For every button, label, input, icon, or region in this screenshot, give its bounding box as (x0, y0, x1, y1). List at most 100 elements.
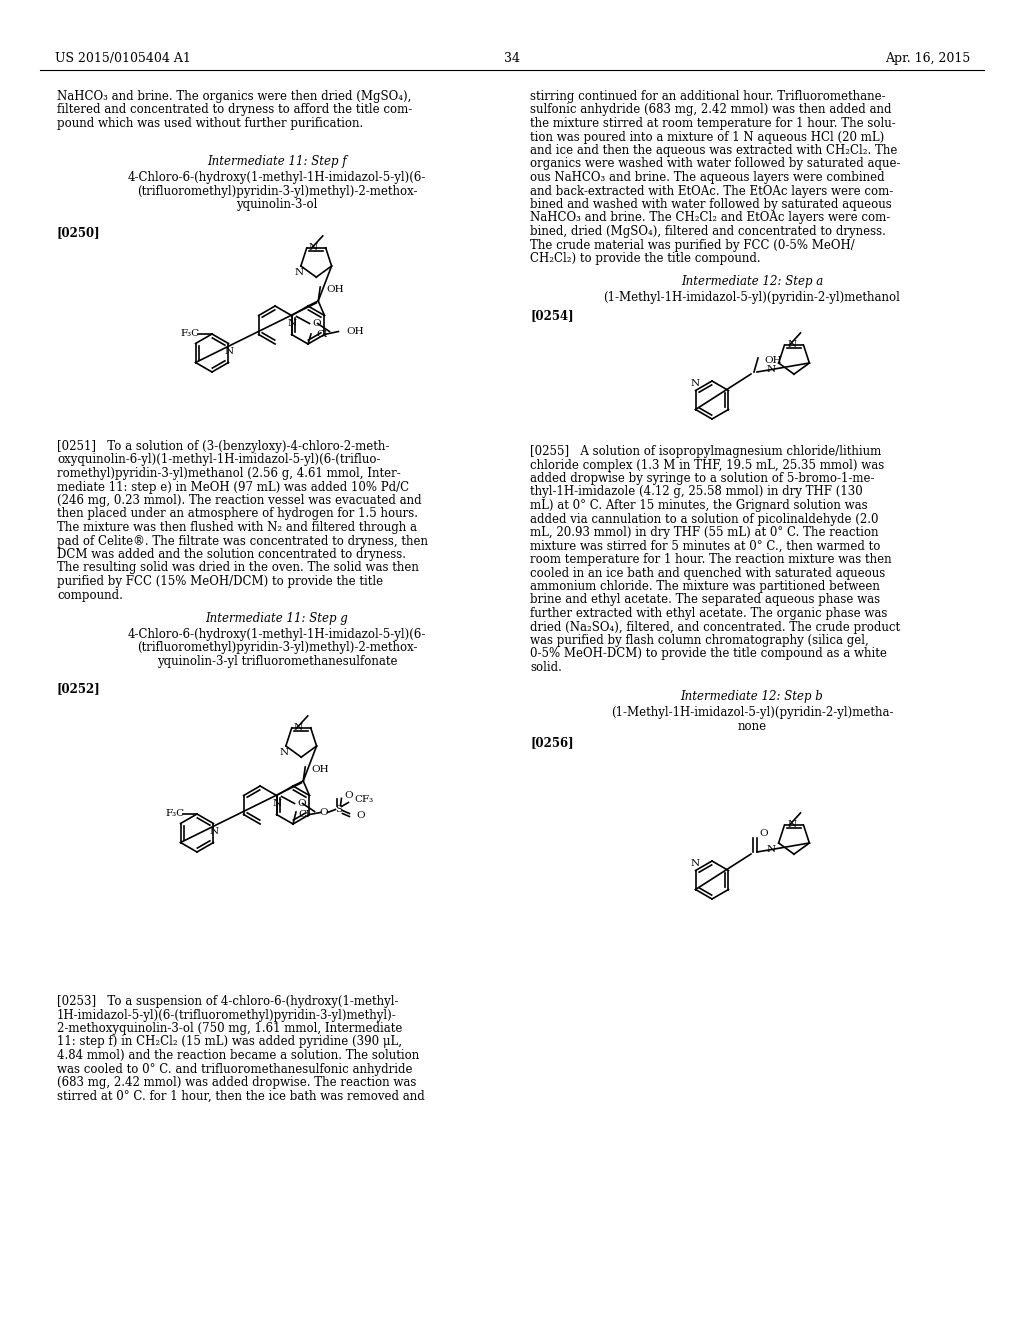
Text: N: N (767, 366, 775, 374)
Text: room temperature for 1 hour. The reaction mixture was then: room temperature for 1 hour. The reactio… (530, 553, 892, 566)
Text: O: O (344, 791, 353, 800)
Text: N: N (210, 826, 219, 836)
Text: N: N (294, 268, 303, 277)
Text: further extracted with ethyl acetate. The organic phase was: further extracted with ethyl acetate. Th… (530, 607, 888, 620)
Text: ammonium chloride. The mixture was partitioned between: ammonium chloride. The mixture was parti… (530, 579, 880, 593)
Text: N: N (767, 845, 775, 854)
Text: OH: OH (327, 285, 344, 294)
Text: then placed under an atmosphere of hydrogen for 1.5 hours.: then placed under an atmosphere of hydro… (57, 507, 418, 520)
Text: O: O (319, 808, 328, 817)
Text: Intermediate 12: Step a: Intermediate 12: Step a (681, 275, 823, 288)
Text: O: O (312, 319, 322, 327)
Text: added dropwise by syringe to a solution of 5-bromo-1-me-: added dropwise by syringe to a solution … (530, 473, 874, 484)
Text: 4.84 mmol) and the reaction became a solution. The solution: 4.84 mmol) and the reaction became a sol… (57, 1049, 419, 1063)
Text: (trifluoromethyl)pyridin-3-yl)methyl)-2-methox-: (trifluoromethyl)pyridin-3-yl)methyl)-2-… (137, 642, 417, 655)
Text: N: N (691, 379, 700, 388)
Text: and back-extracted with EtOAc. The EtOAc layers were com-: and back-extracted with EtOAc. The EtOAc… (530, 185, 893, 198)
Text: stirring continued for an additional hour. Trifluoromethane-: stirring continued for an additional hou… (530, 90, 886, 103)
Text: The mixture was then flushed with N₂ and filtered through a: The mixture was then flushed with N₂ and… (57, 521, 417, 535)
Text: [0253]   To a suspension of 4-chloro-6-(hydroxy(1-methyl-: [0253] To a suspension of 4-chloro-6-(hy… (57, 995, 398, 1008)
Text: 1H-imidazol-5-yl)(6-(trifluoromethyl)pyridin-3-yl)methyl)-: 1H-imidazol-5-yl)(6-(trifluoromethyl)pyr… (57, 1008, 396, 1022)
Text: mL) at 0° C. After 15 minutes, the Grignard solution was: mL) at 0° C. After 15 minutes, the Grign… (530, 499, 867, 512)
Text: was cooled to 0° C. and trifluoromethanesulfonic anhydride: was cooled to 0° C. and trifluoromethane… (57, 1063, 413, 1076)
Text: sulfonic anhydride (683 mg, 2.42 mmol) was then added and: sulfonic anhydride (683 mg, 2.42 mmol) w… (530, 103, 892, 116)
Text: The resulting solid was dried in the oven. The solid was then: The resulting solid was dried in the ove… (57, 561, 419, 574)
Text: CF₃: CF₃ (354, 795, 374, 804)
Text: OH: OH (346, 327, 365, 337)
Text: [0251]   To a solution of (3-(benzyloxy)-4-chloro-2-meth-: [0251] To a solution of (3-(benzyloxy)-4… (57, 440, 389, 453)
Text: [0250]: [0250] (57, 226, 100, 239)
Text: S: S (335, 805, 342, 814)
Text: pad of Celite®. The filtrate was concentrated to dryness, then: pad of Celite®. The filtrate was concent… (57, 535, 428, 548)
Text: Cl: Cl (316, 330, 328, 339)
Text: N: N (280, 748, 289, 756)
Text: (trifluoromethyl)pyridin-3-yl)methyl)-2-methox-: (trifluoromethyl)pyridin-3-yl)methyl)-2-… (137, 185, 417, 198)
Text: N: N (787, 341, 797, 350)
Text: N: N (294, 723, 303, 733)
Text: 2-methoxyquinolin-3-ol (750 mg, 1.61 mmol, Intermediate: 2-methoxyquinolin-3-ol (750 mg, 1.61 mmo… (57, 1022, 402, 1035)
Text: romethyl)pyridin-3-yl)methanol (2.56 g, 4.61 mmol, Inter-: romethyl)pyridin-3-yl)methanol (2.56 g, … (57, 467, 400, 480)
Text: filtered and concentrated to dryness to afford the title com-: filtered and concentrated to dryness to … (57, 103, 413, 116)
Text: 34: 34 (504, 51, 520, 65)
Text: N: N (691, 858, 700, 867)
Text: NaHCO₃ and brine. The organics were then dried (MgSO₄),: NaHCO₃ and brine. The organics were then… (57, 90, 412, 103)
Text: The crude material was purified by FCC (0-5% MeOH/: The crude material was purified by FCC (… (530, 239, 855, 252)
Text: cooled in an ice bath and quenched with saturated aqueous: cooled in an ice bath and quenched with … (530, 566, 886, 579)
Text: O: O (356, 810, 366, 820)
Text: oxyquinolin-6-yl)(1-methyl-1H-imidazol-5-yl)(6-(trifluo-: oxyquinolin-6-yl)(1-methyl-1H-imidazol-5… (57, 454, 381, 466)
Text: Intermediate 11: Step g: Intermediate 11: Step g (206, 612, 348, 624)
Text: organics were washed with water followed by saturated aque-: organics were washed with water followed… (530, 157, 900, 170)
Text: yquinolin-3-ol: yquinolin-3-ol (237, 198, 317, 211)
Text: N: N (787, 821, 797, 829)
Text: O: O (298, 799, 306, 808)
Text: Apr. 16, 2015: Apr. 16, 2015 (885, 51, 970, 65)
Text: OH: OH (764, 356, 781, 366)
Text: purified by FCC (15% MeOH/DCM) to provide the title: purified by FCC (15% MeOH/DCM) to provid… (57, 576, 383, 587)
Text: US 2015/0105404 A1: US 2015/0105404 A1 (55, 51, 190, 65)
Text: Intermediate 11: Step f: Intermediate 11: Step f (207, 154, 347, 168)
Text: bined and washed with water followed by saturated aqueous: bined and washed with water followed by … (530, 198, 892, 211)
Text: Intermediate 12: Step b: Intermediate 12: Step b (681, 690, 823, 704)
Text: thyl-1H-imidazole (4.12 g, 25.58 mmol) in dry THF (130: thyl-1H-imidazole (4.12 g, 25.58 mmol) i… (530, 486, 863, 499)
Text: DCM was added and the solution concentrated to dryness.: DCM was added and the solution concentra… (57, 548, 406, 561)
Text: compound.: compound. (57, 589, 123, 602)
Text: [0252]: [0252] (57, 682, 100, 696)
Text: NaHCO₃ and brine. The CH₂Cl₂ and EtOAc layers were com-: NaHCO₃ and brine. The CH₂Cl₂ and EtOAc l… (530, 211, 890, 224)
Text: 4-Chloro-6-(hydroxy(1-methyl-1H-imidazol-5-yl)(6-: 4-Chloro-6-(hydroxy(1-methyl-1H-imidazol… (128, 628, 426, 642)
Text: F₃C: F₃C (180, 330, 199, 338)
Text: N: N (273, 799, 282, 808)
Text: stirred at 0° C. for 1 hour, then the ice bath was removed and: stirred at 0° C. for 1 hour, then the ic… (57, 1089, 425, 1102)
Text: CH₂Cl₂) to provide the title compound.: CH₂Cl₂) to provide the title compound. (530, 252, 761, 265)
Text: pound which was used without further purification.: pound which was used without further pur… (57, 117, 364, 129)
Text: ous NaHCO₃ and brine. The aqueous layers were combined: ous NaHCO₃ and brine. The aqueous layers… (530, 172, 885, 183)
Text: chloride complex (1.3 M in THF, 19.5 mL, 25.35 mmol) was: chloride complex (1.3 M in THF, 19.5 mL,… (530, 458, 885, 471)
Text: mixture was stirred for 5 minutes at 0° C., then warmed to: mixture was stirred for 5 minutes at 0° … (530, 540, 881, 553)
Text: [0255]   A solution of isopropylmagnesium chloride/lithium: [0255] A solution of isopropylmagnesium … (530, 445, 882, 458)
Text: none: none (737, 719, 767, 733)
Text: N: N (288, 318, 297, 327)
Text: solid.: solid. (530, 661, 562, 675)
Text: 0-5% MeOH-DCM) to provide the title compound as a white: 0-5% MeOH-DCM) to provide the title comp… (530, 648, 887, 660)
Text: added via cannulation to a solution of picolinaldehyde (2.0: added via cannulation to a solution of p… (530, 512, 879, 525)
Text: N: N (308, 243, 317, 252)
Text: bined, dried (MgSO₄), filtered and concentrated to dryness.: bined, dried (MgSO₄), filtered and conce… (530, 224, 886, 238)
Text: [0256]: [0256] (530, 737, 573, 748)
Text: was purified by flash column chromatography (silica gel,: was purified by flash column chromatogra… (530, 634, 868, 647)
Text: F₃C: F₃C (165, 809, 184, 818)
Text: the mixture stirred at room temperature for 1 hour. The solu-: the mixture stirred at room temperature … (530, 117, 896, 129)
Text: brine and ethyl acetate. The separated aqueous phase was: brine and ethyl acetate. The separated a… (530, 594, 880, 606)
Text: mediate 11: step e) in MeOH (97 mL) was added 10% Pd/C: mediate 11: step e) in MeOH (97 mL) was … (57, 480, 410, 494)
Text: mL, 20.93 mmol) in dry THF (55 mL) at 0° C. The reaction: mL, 20.93 mmol) in dry THF (55 mL) at 0°… (530, 525, 879, 539)
Text: (1-Methyl-1H-imidazol-5-yl)(pyridin-2-yl)metha-: (1-Methyl-1H-imidazol-5-yl)(pyridin-2-yl… (610, 706, 893, 719)
Text: (246 mg, 0.23 mmol). The reaction vessel was evacuated and: (246 mg, 0.23 mmol). The reaction vessel… (57, 494, 422, 507)
Text: tion was poured into a mixture of 1 N aqueous HCl (20 mL): tion was poured into a mixture of 1 N aq… (530, 131, 885, 144)
Text: dried (Na₂SO₄), filtered, and concentrated. The crude product: dried (Na₂SO₄), filtered, and concentrat… (530, 620, 900, 634)
Text: Cl: Cl (298, 810, 309, 818)
Text: (683 mg, 2.42 mmol) was added dropwise. The reaction was: (683 mg, 2.42 mmol) was added dropwise. … (57, 1076, 417, 1089)
Text: 4-Chloro-6-(hydroxy(1-methyl-1H-imidazol-5-yl)(6-: 4-Chloro-6-(hydroxy(1-methyl-1H-imidazol… (128, 172, 426, 183)
Text: and ice and then the aqueous was extracted with CH₂Cl₂. The: and ice and then the aqueous was extract… (530, 144, 897, 157)
Text: N: N (225, 346, 234, 355)
Text: (1-Methyl-1H-imidazol-5-yl)(pyridin-2-yl)methanol: (1-Methyl-1H-imidazol-5-yl)(pyridin-2-yl… (603, 290, 900, 304)
Text: yquinolin-3-yl trifluoromethanesulfonate: yquinolin-3-yl trifluoromethanesulfonate (157, 655, 397, 668)
Text: [0254]: [0254] (530, 309, 573, 322)
